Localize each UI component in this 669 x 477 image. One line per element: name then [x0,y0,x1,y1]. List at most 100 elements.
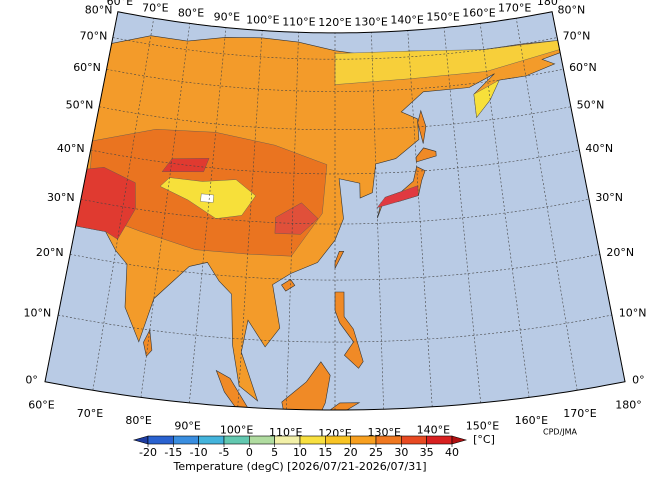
longitude-label: 80°E [178,7,204,20]
latitude-label: 60°N [73,61,101,74]
island [334,291,364,369]
colorbar-segment [198,435,225,445]
credit: CPD/JMA [543,428,578,437]
parallel [58,314,612,343]
latitude-label: 0° [25,373,38,386]
longitude-label: 130°E [354,15,387,28]
longitude-label: 170°E [563,407,596,420]
latitude-label: 20°N [606,246,634,259]
latitude-label: 70°N [563,29,591,42]
colorbar-segment [325,435,351,445]
latitude-label: 50°N [66,99,94,112]
longitude-label: 180° [615,398,642,411]
colorbar-segment [173,435,199,445]
latitude-label: 70°N [80,29,108,42]
island [215,369,257,410]
colorbar-tick-label: 40 [445,446,459,459]
longitude-label: 140°E [417,424,450,437]
latitude-label: 30°N [47,191,75,204]
island [281,361,331,410]
meridian [443,27,481,403]
parallel [70,253,600,281]
colorbar-title: Temperature (degC) [2026/07/21-2026/07/3… [172,460,426,473]
meridian [515,18,578,391]
colorbar-unit: [°C] [473,433,495,446]
meridian [237,30,263,407]
meridian [407,30,433,407]
colorbar-segment [401,435,427,445]
latitude-label: 80°N [557,4,585,17]
longitude-label: 160°E [462,7,495,20]
colorbar-tick-label: -15 [164,446,182,459]
meridian [189,27,227,403]
hot-zone [75,167,136,240]
meridian [371,32,384,410]
colorbar-tick-label: 35 [420,446,434,459]
colorbar-segment [375,435,402,445]
colorbar-segment [147,435,174,445]
latitude-label: 10°N [619,307,647,320]
island [417,109,427,144]
longitude-label: 160°E [515,414,548,427]
colorbar-segment [426,435,453,445]
colorbar-segment [249,435,275,445]
longitude-label: 150°E [466,420,499,433]
colorbar-tick-label: 5 [271,446,278,459]
parallel [106,68,564,92]
longitude-label: 100°E [246,14,279,27]
colorbar-tick-label: 10 [293,446,307,459]
meridian [92,18,155,391]
no-data [200,193,215,203]
longitude-label: 80°E [125,414,151,427]
longitude-label: 90°E [214,11,240,24]
land [75,35,561,410]
longitude-label: 60°E [28,398,54,411]
latitude-label: 60°N [569,61,597,74]
longitude-label: 70°E [77,407,103,420]
parallel [99,106,571,131]
colorbar-tick-label: 15 [318,446,332,459]
colorbar-end [451,435,468,445]
colorbar: -20 -15 -10 -5 0 5 10 15 20 25 30 35 40 [132,435,468,459]
latitude-label: 20°N [36,246,64,259]
longitude-label: 180° [537,0,564,8]
colorbar-tick-label: 30 [394,446,408,459]
colorbar-segment [299,435,326,445]
meridian [479,23,530,398]
colorbar-tick-label: 25 [369,446,383,459]
hot-zone [274,202,319,235]
latitude-label: 10°N [24,307,52,320]
longitude-label: 170°E [498,1,531,14]
colorbar-tick-label: -20 [139,446,157,459]
colorbar-segment [350,435,377,445]
colorbar-tick-label: -10 [190,446,208,459]
longitude-label: 100°E [220,424,253,437]
latitude-label: 30°N [595,191,623,204]
latitude-label: 40°N [57,142,85,155]
colorbar-segment [223,435,250,445]
longitude-label: 90°E [174,420,200,433]
meridian [140,23,191,398]
longitude-label: 150°E [426,11,459,24]
parallel [112,37,558,60]
latitude-label: 0° [632,373,645,386]
colorbar-tick-label: -5 [219,446,230,459]
colorbar-segment [274,435,301,445]
latitude-label: 80°N [85,4,113,17]
graticule-labels: 60°E 70°E 80°E 90°E 100°E 110°E 120°E 130°E 140°… [24,0,647,440]
cool-zone [473,79,500,118]
latitude-label: 50°N [577,99,605,112]
longitude-label: 140°E [390,14,423,27]
longitude-label: 70°E [142,1,168,14]
latitude-label: 40°N [585,142,613,155]
longitude-label: 60°E [107,0,133,8]
map-area [44,11,626,411]
colorbar-end [132,435,149,445]
colorbar-tick-label: 20 [344,446,358,459]
parallel [80,198,590,225]
parallel [90,149,580,175]
map-frame [44,11,626,411]
colorbar-tick-label: 0 [246,446,253,459]
longitude-label: 120°E [318,16,351,29]
